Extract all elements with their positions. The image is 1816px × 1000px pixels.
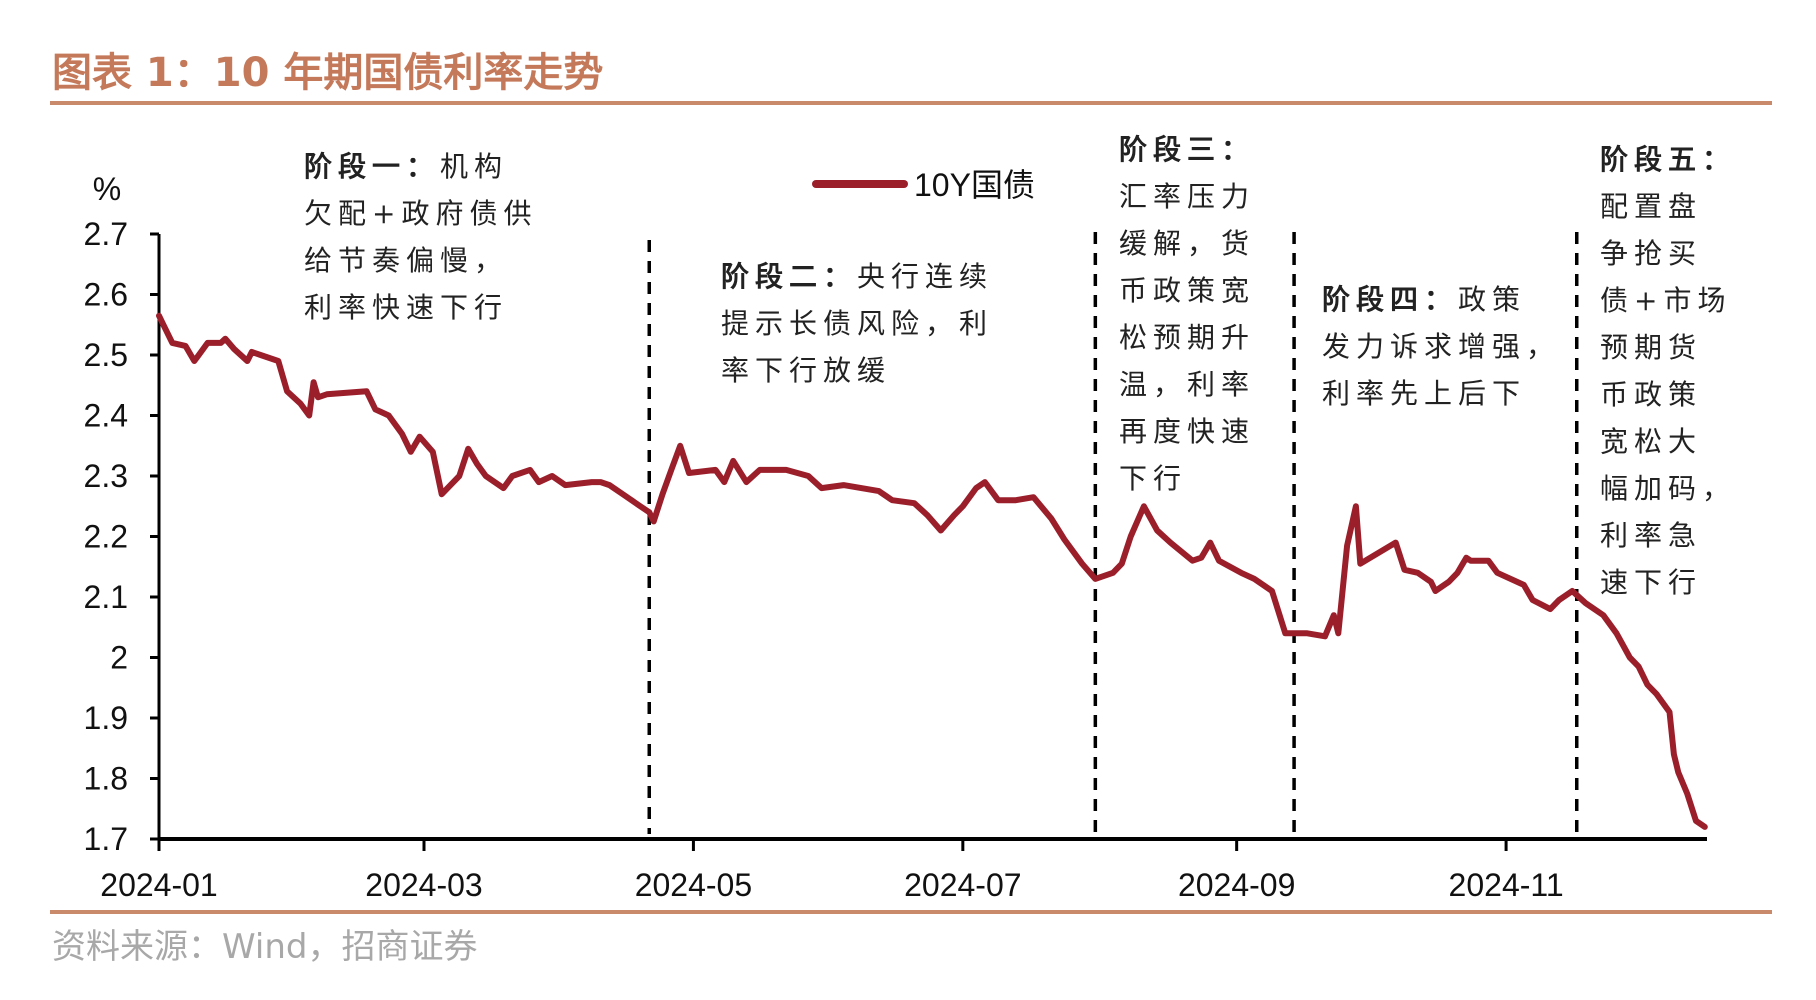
annotation-heading: 阶段五： [1600,143,1736,176]
annotation-heading-bold: 阶段三： [1119,133,1255,166]
annotation-line: 幅加码， [1600,472,1736,505]
annotation-line: 发力诉求增强， [1322,330,1560,363]
x-tick-label: 2024-03 [365,867,482,903]
title-rule [50,101,1772,105]
annotation-heading-bold: 阶段二： [721,260,857,293]
annotation-line: 币政策宽 [1119,274,1255,307]
y-tick-label: 1.9 [84,700,128,736]
annotation-heading-rest: 政策 [1458,283,1526,316]
x-tick-label: 2024-05 [635,867,752,903]
legend-label: 10Y国债 [914,167,1035,203]
annotation-heading: 阶段二：央行连续 [721,260,993,293]
y-tick-label: 2.4 [84,398,128,434]
chart-title: 图表 1：10 年期国债利率走势 [52,50,603,96]
x-tick-label: 2024-01 [100,867,217,903]
footer-rule [50,910,1772,914]
annotation-heading-bold: 阶段四： [1322,283,1458,316]
y-tick-label: 2.5 [84,337,128,373]
annotation-line: 松预期升 [1119,321,1255,354]
annotation-line: 欠配+政府债供 [304,197,537,230]
y-tick-label: 2.7 [84,216,128,252]
phase-dividers [647,232,1579,834]
legend: 10Y国债 [812,167,1035,203]
annotation-heading-bold: 阶段一： [304,150,440,183]
y-tick-label: 2.1 [84,579,128,615]
annotation-line: 汇率压力 [1119,180,1255,213]
annotation-heading: 阶段四：政策 [1322,283,1526,316]
x-tick-label: 2024-11 [1449,867,1564,903]
annotation-line: 争抢买 [1600,237,1702,270]
y-tick-label: 2 [110,640,128,676]
series-layer [156,312,1708,830]
annotation-line: 宽松大 [1600,425,1702,458]
y-tick-label: 1.7 [84,821,128,857]
x-tick-label: 2024-07 [904,867,1021,903]
y-tick-label: 2.2 [84,519,128,555]
annotation-line: 温，利率 [1119,368,1255,401]
source-note: 资料来源：Wind，招商证券 [52,927,477,967]
annotation-heading: 阶段一：机构 [304,150,508,183]
annotation-line: 率下行放缓 [721,354,891,387]
annotation-line: 下行 [1119,462,1187,495]
y-tick-label: 2.3 [84,458,128,494]
annotation-heading: 阶段三： [1119,133,1255,166]
annotation-line: 给节奏偏慢， [304,244,508,277]
phase-annotations: 阶段一：机构欠配+政府债供给节奏偏慢，利率快速下行阶段二：央行连续提示长债风险，… [304,133,1736,599]
y-tick-label: 2.6 [84,277,128,313]
annotation-line: 提示长债风险，利 [721,307,993,340]
annotation-heading-bold: 阶段五： [1600,143,1736,176]
x-axis: 2024-01 2024-03 2024-05 2024-07 2024-09 2024-… [100,837,1707,903]
annotation-line: 缓解，货 [1119,227,1255,260]
annotation-line: 利率快速下行 [304,291,508,324]
annotation-line: 利率先上后下 [1322,377,1526,410]
annotation-line: 再度快速 [1119,415,1255,448]
annotation-line: 预期货 [1600,331,1702,364]
annotation-line: 利率急 [1600,519,1702,552]
y-axis-unit: % [93,171,121,207]
x-tick-label: 2024-09 [1178,867,1295,903]
annotation-heading-rest: 机构 [440,150,508,183]
annotation-line: 债+市场 [1600,284,1731,317]
annotation-line: 币政策 [1600,378,1702,411]
y-tick-label: 1.8 [84,761,128,797]
annotation-line: 速下行 [1600,566,1702,599]
annotation-line: 配置盘 [1600,190,1702,223]
series-line-10y [156,312,1708,830]
annotation-heading-rest: 央行连续 [857,260,993,293]
y-axis: 2.7 2.6 2.5 2.4 2.3 2.2 2.1 2 1.9 1.8 1.7 [84,216,161,857]
